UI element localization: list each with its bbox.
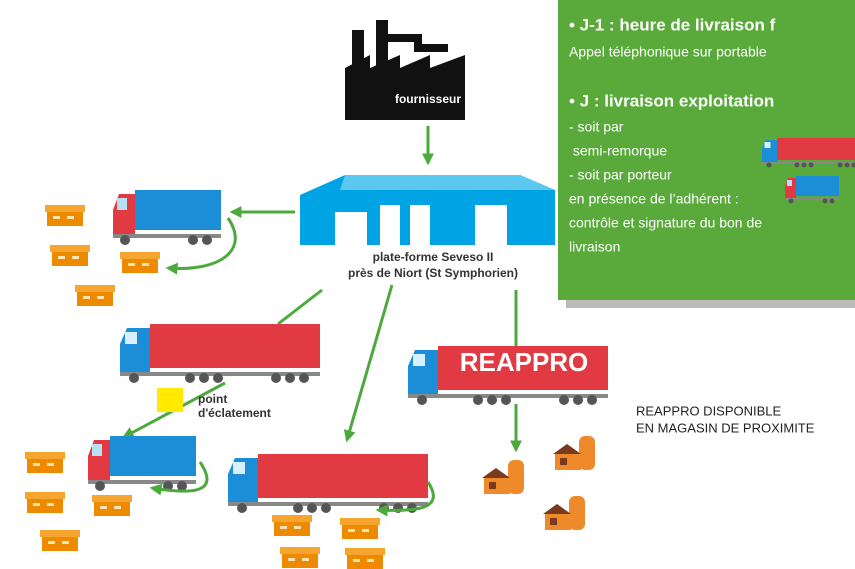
platform-building xyxy=(300,175,555,245)
house xyxy=(25,492,65,513)
burst-point xyxy=(157,388,183,412)
truck xyxy=(120,324,320,383)
small-truck xyxy=(785,176,839,204)
shop xyxy=(482,460,524,494)
shop xyxy=(553,436,595,470)
house xyxy=(40,530,80,551)
house xyxy=(120,252,160,273)
house xyxy=(280,547,320,568)
info-line: semi-remorque xyxy=(569,143,667,159)
reappro-label: REAPPRO xyxy=(460,347,589,377)
house xyxy=(75,285,115,306)
info-heading: • J : livraison exploitation xyxy=(569,91,774,110)
reappro-truck: REAPPRO xyxy=(408,346,608,405)
burst-label: point xyxy=(198,392,227,406)
house xyxy=(272,515,312,536)
truck xyxy=(113,190,221,245)
truck xyxy=(88,436,196,491)
small-truck xyxy=(762,138,855,168)
platform-label: près de Niort (St Symphorien) xyxy=(348,266,518,280)
info-line: - soit par porteur xyxy=(569,167,672,183)
house xyxy=(345,548,385,569)
truck xyxy=(228,454,428,513)
factory: fournisseur xyxy=(345,20,465,120)
house xyxy=(50,245,90,266)
burst-label: d'éclatement xyxy=(198,406,271,420)
house xyxy=(340,518,380,539)
arrow xyxy=(347,285,392,440)
info-heading: • J-1 : heure de livraison f xyxy=(569,15,776,34)
supplier-label: fournisseur xyxy=(395,92,461,106)
shop xyxy=(543,496,585,530)
platform-label: plate-forme Seveso II xyxy=(373,250,494,264)
info-line: livraison xyxy=(569,239,620,255)
info-line: - soit par xyxy=(569,119,624,135)
info-line: Appel téléphonique sur portable xyxy=(569,44,767,60)
house xyxy=(25,452,65,473)
reappro-note: EN MAGASIN DE PROXIMITE xyxy=(636,420,815,435)
info-line: en présence de l’adhérent : xyxy=(569,191,739,207)
house xyxy=(92,495,132,516)
diagram: fournisseur plate-forme Seveso II près d… xyxy=(0,0,855,569)
reappro-note: REAPPRO DISPONIBLE xyxy=(636,403,782,418)
arrow xyxy=(278,290,322,324)
house xyxy=(45,205,85,226)
info-line: contrôle et signature du bon de xyxy=(569,215,762,231)
